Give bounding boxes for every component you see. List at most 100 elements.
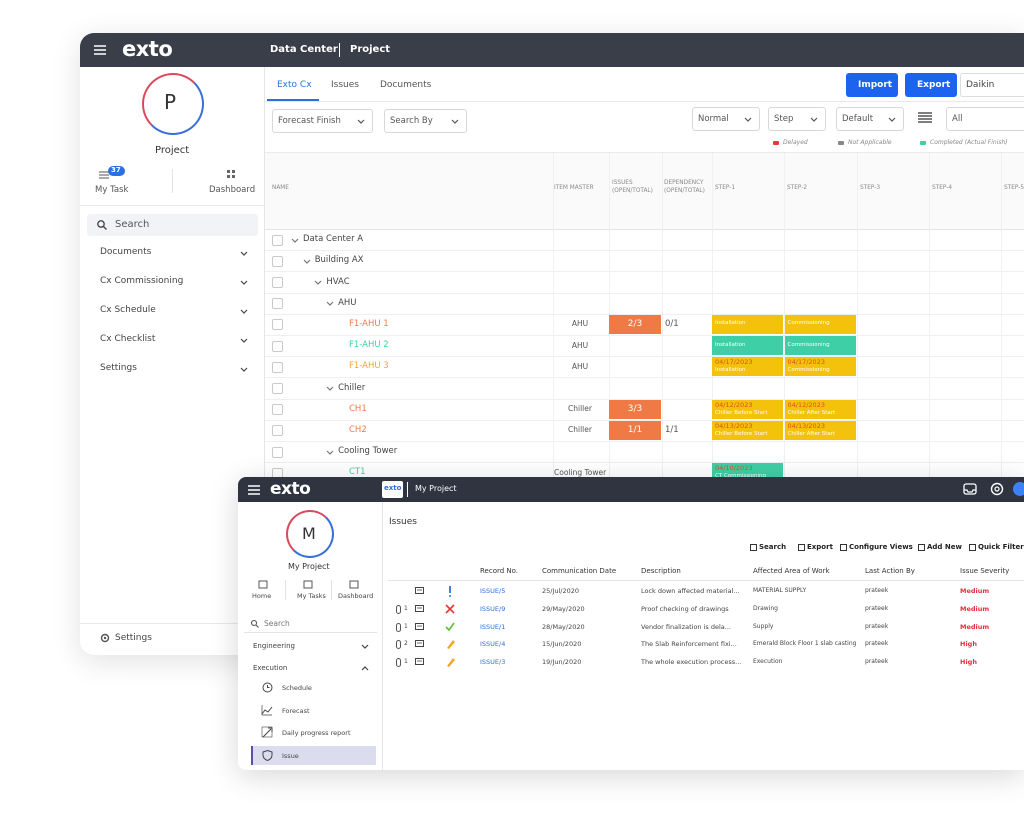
- divider: [553, 153, 554, 583]
- nav-label[interactable]: Dashboard: [209, 185, 256, 195]
- option-select[interactable]: [692, 107, 760, 131]
- row-checkbox[interactable]: [272, 298, 283, 310]
- record-link[interactable]: ISSUE/1: [480, 622, 506, 631]
- column-header: STEP-2: [787, 185, 808, 191]
- icon-part: [326, 450, 334, 455]
- toolbar-action[interactable]: Add New: [927, 543, 962, 551]
- option-select[interactable]: [768, 107, 826, 131]
- breadcrumb[interactable]: Data Center: [270, 44, 338, 55]
- search-icon: [97, 220, 107, 230]
- issues-count: 2/3: [627, 318, 643, 329]
- toolbar-action[interactable]: Search: [759, 543, 787, 551]
- menu-item[interactable]: Cx Commissioning: [100, 276, 184, 286]
- submenu-item[interactable]: Schedule: [282, 684, 312, 692]
- step-cell: [784, 420, 856, 440]
- item-name[interactable]: CT1: [349, 467, 366, 478]
- tab[interactable]: Documents: [380, 80, 432, 90]
- item-name[interactable]: CH2: [349, 424, 367, 435]
- menu-item[interactable]: Documents: [100, 247, 152, 257]
- item-master: Chiller: [568, 404, 592, 414]
- export-button[interactable]: [905, 73, 957, 97]
- menu-item[interactable]: Engineering: [253, 642, 295, 650]
- menu-item[interactable]: Execution: [253, 664, 288, 672]
- tree-node[interactable]: Cooling Tower: [338, 446, 398, 457]
- row-checkbox[interactable]: [272, 277, 283, 288]
- tab[interactable]: Issues: [331, 80, 359, 90]
- menu-item[interactable]: Cx Schedule: [100, 305, 156, 315]
- row-checkbox[interactable]: [272, 255, 283, 267]
- tab[interactable]: Exto Cx: [277, 80, 312, 90]
- legend-swatch: [920, 141, 926, 145]
- search-box[interactable]: [244, 616, 377, 633]
- chevron: [357, 119, 365, 124]
- menu-item[interactable]: Cx Checklist: [100, 334, 156, 344]
- icon-part: [888, 117, 896, 122]
- top-bar: [80, 33, 1024, 67]
- option-select[interactable]: [836, 107, 904, 131]
- chevron: [240, 251, 248, 256]
- breadcrumb[interactable]: My Project: [415, 484, 457, 493]
- row-checkbox[interactable]: [272, 361, 283, 373]
- icon-part: [415, 622, 424, 630]
- record-link[interactable]: ISSUE/4: [480, 640, 506, 649]
- chevron: [314, 280, 322, 285]
- toolbar-action[interactable]: Export: [807, 543, 833, 551]
- record-link[interactable]: ISSUE/3: [480, 658, 506, 667]
- submenu-item[interactable]: Daily progress report: [282, 729, 351, 737]
- cell-description: Proof checking of drawings: [641, 604, 729, 613]
- submenu-item[interactable]: Forecast: [282, 707, 310, 715]
- icon-part: [100, 633, 110, 643]
- menu-item[interactable]: Settings: [100, 363, 137, 373]
- icon-part: [415, 658, 424, 666]
- chevron: [810, 117, 818, 122]
- search-box[interactable]: [87, 214, 258, 236]
- icon-part: [262, 749, 273, 762]
- row-checkbox[interactable]: [272, 234, 283, 246]
- client-select[interactable]: [960, 73, 1024, 97]
- filter-select[interactable]: [272, 109, 373, 133]
- row-checkbox[interactable]: [272, 404, 283, 416]
- cell-severity: Medium: [960, 622, 990, 631]
- row-checkbox[interactable]: [272, 383, 283, 394]
- cell-area: Emerald Block Floor 1 slab casting: [753, 640, 857, 648]
- record-link[interactable]: ISSUE/5: [480, 587, 506, 595]
- item-name[interactable]: CH1: [349, 403, 367, 414]
- tree-node[interactable]: AHU: [338, 297, 357, 308]
- tree-node[interactable]: Chiller: [338, 382, 366, 393]
- item-name[interactable]: F1-AHU 2: [349, 340, 389, 351]
- tree-node[interactable]: Building AX: [314, 255, 364, 266]
- record-link[interactable]: ISSUE/9: [480, 604, 506, 613]
- nav-label[interactable]: Dashboard: [338, 592, 374, 600]
- cell-action-by: prateek: [865, 622, 889, 630]
- option-select[interactable]: [946, 107, 1024, 131]
- filter-select[interactable]: [384, 109, 467, 133]
- breadcrumb[interactable]: Project: [350, 44, 391, 55]
- import-button[interactable]: [846, 73, 898, 97]
- row-checkbox[interactable]: [272, 425, 283, 437]
- divider: [265, 101, 1024, 102]
- tree-node[interactable]: Data Center A: [303, 234, 364, 245]
- row-checkbox[interactable]: [272, 446, 283, 458]
- nav-label[interactable]: My Tasks: [297, 592, 326, 600]
- toolbar-action[interactable]: Quick Filter: [978, 543, 1024, 551]
- submenu-item[interactable]: Issue: [282, 752, 299, 760]
- item-name[interactable]: F1-AHU 3: [349, 361, 389, 372]
- settings-link[interactable]: Settings: [115, 633, 152, 643]
- item-master: Chiller: [568, 425, 592, 435]
- column-header: STEP-3: [860, 185, 881, 191]
- nav-label[interactable]: Home: [252, 592, 272, 600]
- toolbar-action[interactable]: Configure Views: [849, 543, 913, 551]
- icon-part: [415, 640, 424, 648]
- icon-part: [810, 117, 818, 122]
- icon-part: [357, 119, 365, 124]
- row-checkbox[interactable]: [272, 319, 283, 331]
- nav-label[interactable]: My Task: [95, 185, 129, 195]
- submenu-icon: [261, 726, 273, 738]
- icon-part: [964, 489, 976, 493]
- item-name[interactable]: F1-AHU 1: [349, 318, 389, 329]
- divider: [265, 356, 1024, 358]
- attachment-icon: [396, 622, 401, 632]
- row-checkbox[interactable]: [272, 340, 283, 352]
- toolbar-icon: [840, 544, 847, 551]
- tree-node[interactable]: HVAC: [326, 276, 350, 287]
